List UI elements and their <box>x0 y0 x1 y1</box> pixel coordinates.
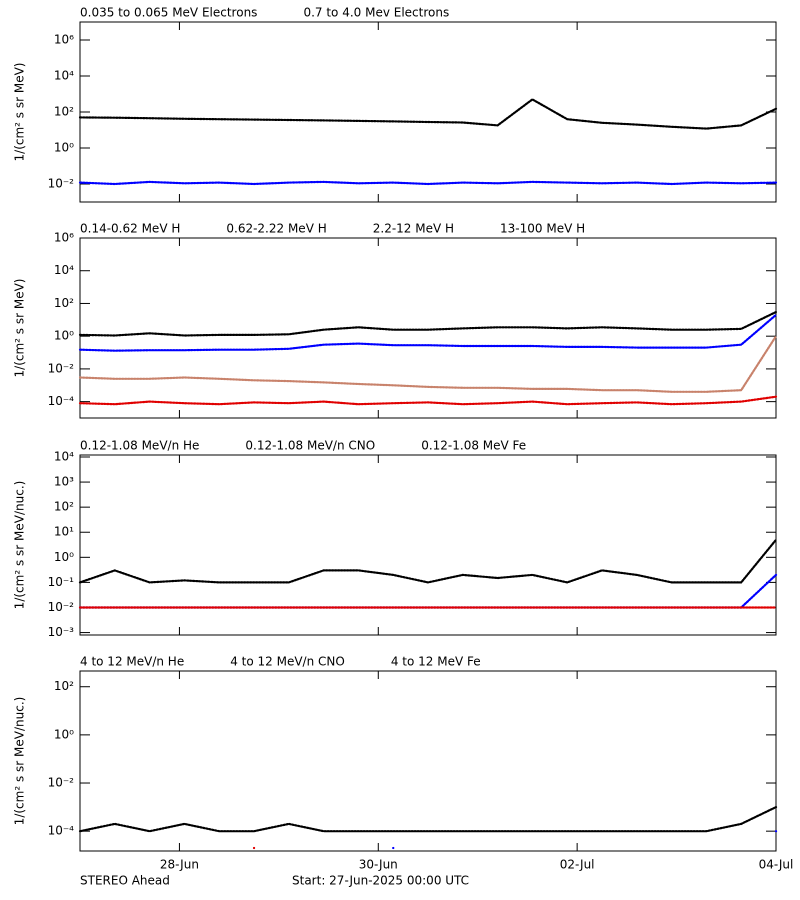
y-tick-label: 10⁶ <box>54 33 74 47</box>
x-tick-label: 04-Jul <box>759 858 794 872</box>
footer-left: STEREO Ahead <box>80 874 170 888</box>
plot-frame <box>79 237 777 419</box>
x-tick-label: 02-Jul <box>560 858 595 872</box>
y-tick-label: 10⁰ <box>54 141 74 155</box>
y-tick-label: 10⁴ <box>54 449 74 463</box>
legend-entry: 4 to 12 MeV/n CNO <box>230 655 345 669</box>
y-tick-label: 10² <box>54 105 74 119</box>
legend-entry: 0.7 to 4.0 Mev Electrons <box>303 6 449 20</box>
y-tick-label: 10⁻³ <box>48 625 75 639</box>
y-axis-label: 1/(cm² s sr MeV/nuc.) <box>13 697 27 826</box>
y-tick-label: 10⁻² <box>48 776 75 790</box>
plot-frame <box>79 454 777 636</box>
data-trace <box>78 310 778 337</box>
data-trace <box>78 806 778 833</box>
data-trace <box>78 180 778 186</box>
y-tick-label: 10⁶ <box>54 231 74 245</box>
x-tick-label: 30-Jun <box>359 858 398 872</box>
legend-entry: 2.2-12 MeV H <box>373 222 454 236</box>
legend-entry: 0.12-1.08 MeV/n He <box>80 439 199 453</box>
y-tick-label: 10⁴ <box>54 69 74 83</box>
legend-entry: 13-100 MeV H <box>500 222 585 236</box>
y-axis-label: 1/(cm² s sr MeV) <box>13 279 27 378</box>
data-trace <box>78 335 778 393</box>
y-tick-label: 10¹ <box>54 525 74 539</box>
legend-entry: 4 to 12 MeV/n He <box>80 655 184 669</box>
y-tick-label: 10² <box>54 296 74 310</box>
y-tick-label: 10⁰ <box>54 727 74 741</box>
data-trace <box>392 830 778 850</box>
y-tick-label: 10⁻⁴ <box>48 824 75 838</box>
y-tick-label: 10⁻² <box>48 600 75 614</box>
legend-entry: 0.62-2.22 MeV H <box>226 222 326 236</box>
y-axis-label: 1/(cm² s sr MeV/nuc.) <box>13 481 27 610</box>
data-trace <box>78 98 778 130</box>
y-tick-label: 10⁰ <box>54 550 74 564</box>
footer-center: Start: 27-Jun-2025 00:00 UTC <box>292 874 469 888</box>
legend-entry: 0.12-1.08 MeV/n CNO <box>245 439 375 453</box>
y-tick-label: 10² <box>54 679 74 693</box>
data-trace <box>78 395 778 406</box>
plot-frame <box>79 21 777 203</box>
y-tick-label: 10⁻¹ <box>48 575 75 589</box>
x-tick-label: 28-Jun <box>160 858 199 872</box>
y-tick-label: 10⁰ <box>54 329 74 343</box>
y-tick-label: 10⁴ <box>54 263 74 277</box>
legend-entry: 0.035 to 0.065 MeV Electrons <box>80 6 257 20</box>
y-tick-label: 10⁻² <box>48 361 75 375</box>
data-trace <box>78 538 778 584</box>
legend-entry: 0.14-0.62 MeV H <box>80 222 180 236</box>
data-trace <box>78 313 778 352</box>
legend-entry: 0.12-1.08 MeV Fe <box>421 439 526 453</box>
legend-entry: 4 to 12 MeV Fe <box>391 655 481 669</box>
y-axis-label: 1/(cm² s sr MeV) <box>13 63 27 162</box>
y-tick-label: 10⁻⁴ <box>48 394 75 408</box>
y-tick-label: 10⁻² <box>48 177 75 191</box>
y-tick-label: 10² <box>54 500 74 514</box>
y-tick-label: 10³ <box>54 475 74 489</box>
plot-frame <box>79 670 777 852</box>
